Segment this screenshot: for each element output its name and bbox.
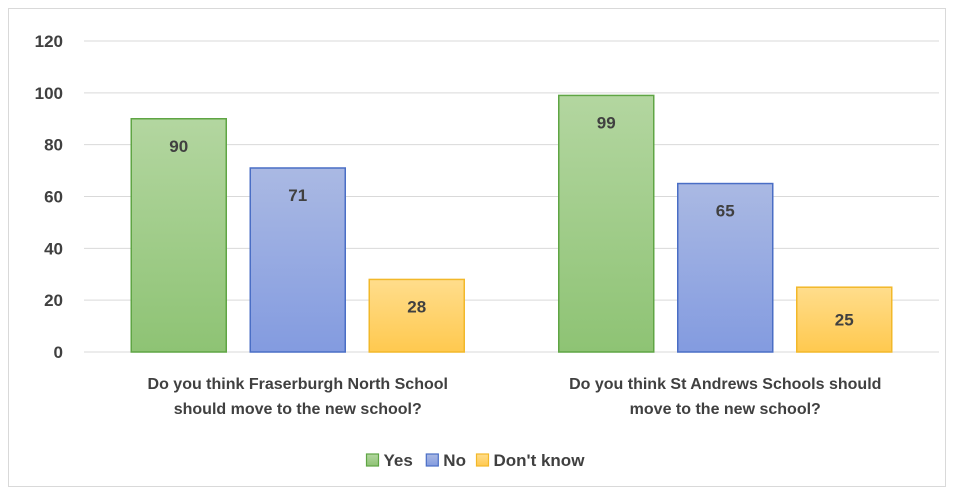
bars	[130, 94, 893, 353]
data-label: 65	[716, 202, 735, 221]
legend: Yes No Don't know	[365, 451, 586, 470]
data-labels: 90 71 28 99 65 25	[169, 113, 853, 329]
legend-label: Yes	[384, 451, 413, 470]
legend-item-yes: Yes	[365, 451, 413, 470]
bar-yes-1	[558, 94, 655, 353]
y-tick-label: 0	[54, 343, 63, 362]
legend-label: No	[443, 451, 466, 470]
bar-don-t-know-0	[368, 278, 465, 353]
x-axis-categories: Do you think Fraserburgh North School sho…	[148, 376, 882, 418]
legend-item-don-t-know: Don't know	[475, 451, 586, 470]
bar-yes-0	[130, 118, 227, 353]
legend-swatch	[365, 453, 380, 467]
category-label: Do you think Fraserburgh North School	[148, 376, 448, 393]
legend-swatch	[425, 453, 439, 467]
bar-chart: 0 20 40 60 80 100 120 90 71 28 99 65 25 Do you thin…	[35, 32, 939, 470]
category-label: should move to the new school?	[174, 401, 422, 418]
legend-item-no: No	[425, 451, 466, 470]
chart-frame: 0 20 40 60 80 100 120 90 71 28 99 65 25 Do you thin…	[8, 8, 946, 487]
y-axis-ticks: 0 20 40 60 80 100 120	[35, 32, 63, 362]
y-tick-label: 60	[44, 188, 63, 207]
y-tick-label: 20	[44, 291, 63, 310]
category-label: Do you think St Andrews Schools should	[569, 376, 881, 393]
y-tick-label: 120	[35, 32, 63, 51]
bar-no-1	[677, 182, 774, 353]
legend-label: Don't know	[494, 451, 586, 470]
data-label: 28	[407, 297, 426, 316]
legend-swatch	[475, 453, 490, 467]
y-tick-label: 40	[44, 239, 63, 258]
data-label: 71	[288, 186, 307, 205]
y-tick-label: 80	[44, 136, 63, 155]
category-label: move to the new school?	[630, 401, 821, 418]
bar-no-0	[249, 167, 346, 353]
data-label: 99	[597, 113, 616, 132]
y-tick-label: 100	[35, 84, 63, 103]
bar-don-t-know-1	[796, 286, 893, 353]
data-label: 25	[835, 311, 854, 330]
data-label: 90	[169, 137, 188, 156]
